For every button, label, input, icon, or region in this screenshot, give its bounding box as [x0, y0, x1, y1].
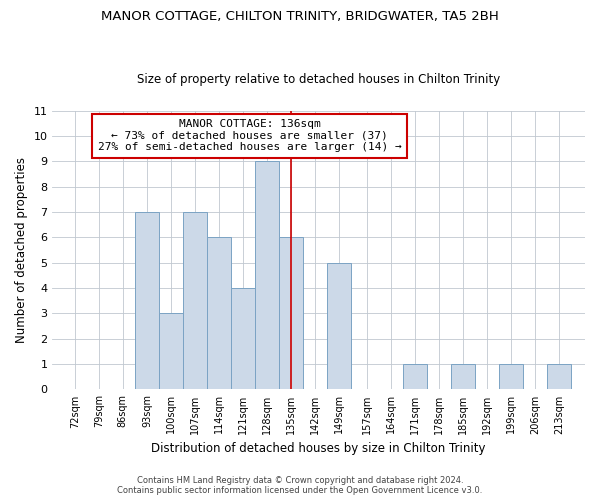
- Text: Contains HM Land Registry data © Crown copyright and database right 2024.
Contai: Contains HM Land Registry data © Crown c…: [118, 476, 482, 495]
- Bar: [207, 238, 231, 390]
- Bar: [135, 212, 159, 390]
- Bar: [231, 288, 255, 390]
- Bar: [547, 364, 571, 390]
- Bar: [183, 212, 207, 390]
- Bar: [499, 364, 523, 390]
- Bar: [403, 364, 427, 390]
- Y-axis label: Number of detached properties: Number of detached properties: [15, 157, 28, 343]
- Bar: [159, 314, 183, 390]
- Bar: [279, 238, 303, 390]
- Bar: [255, 162, 279, 390]
- X-axis label: Distribution of detached houses by size in Chilton Trinity: Distribution of detached houses by size …: [151, 442, 486, 455]
- Bar: [327, 263, 352, 390]
- Text: MANOR COTTAGE, CHILTON TRINITY, BRIDGWATER, TA5 2BH: MANOR COTTAGE, CHILTON TRINITY, BRIDGWAT…: [101, 10, 499, 23]
- Title: Size of property relative to detached houses in Chilton Trinity: Size of property relative to detached ho…: [137, 73, 500, 86]
- Bar: [451, 364, 475, 390]
- Text: MANOR COTTAGE: 136sqm
← 73% of detached houses are smaller (37)
27% of semi-deta: MANOR COTTAGE: 136sqm ← 73% of detached …: [98, 119, 401, 152]
